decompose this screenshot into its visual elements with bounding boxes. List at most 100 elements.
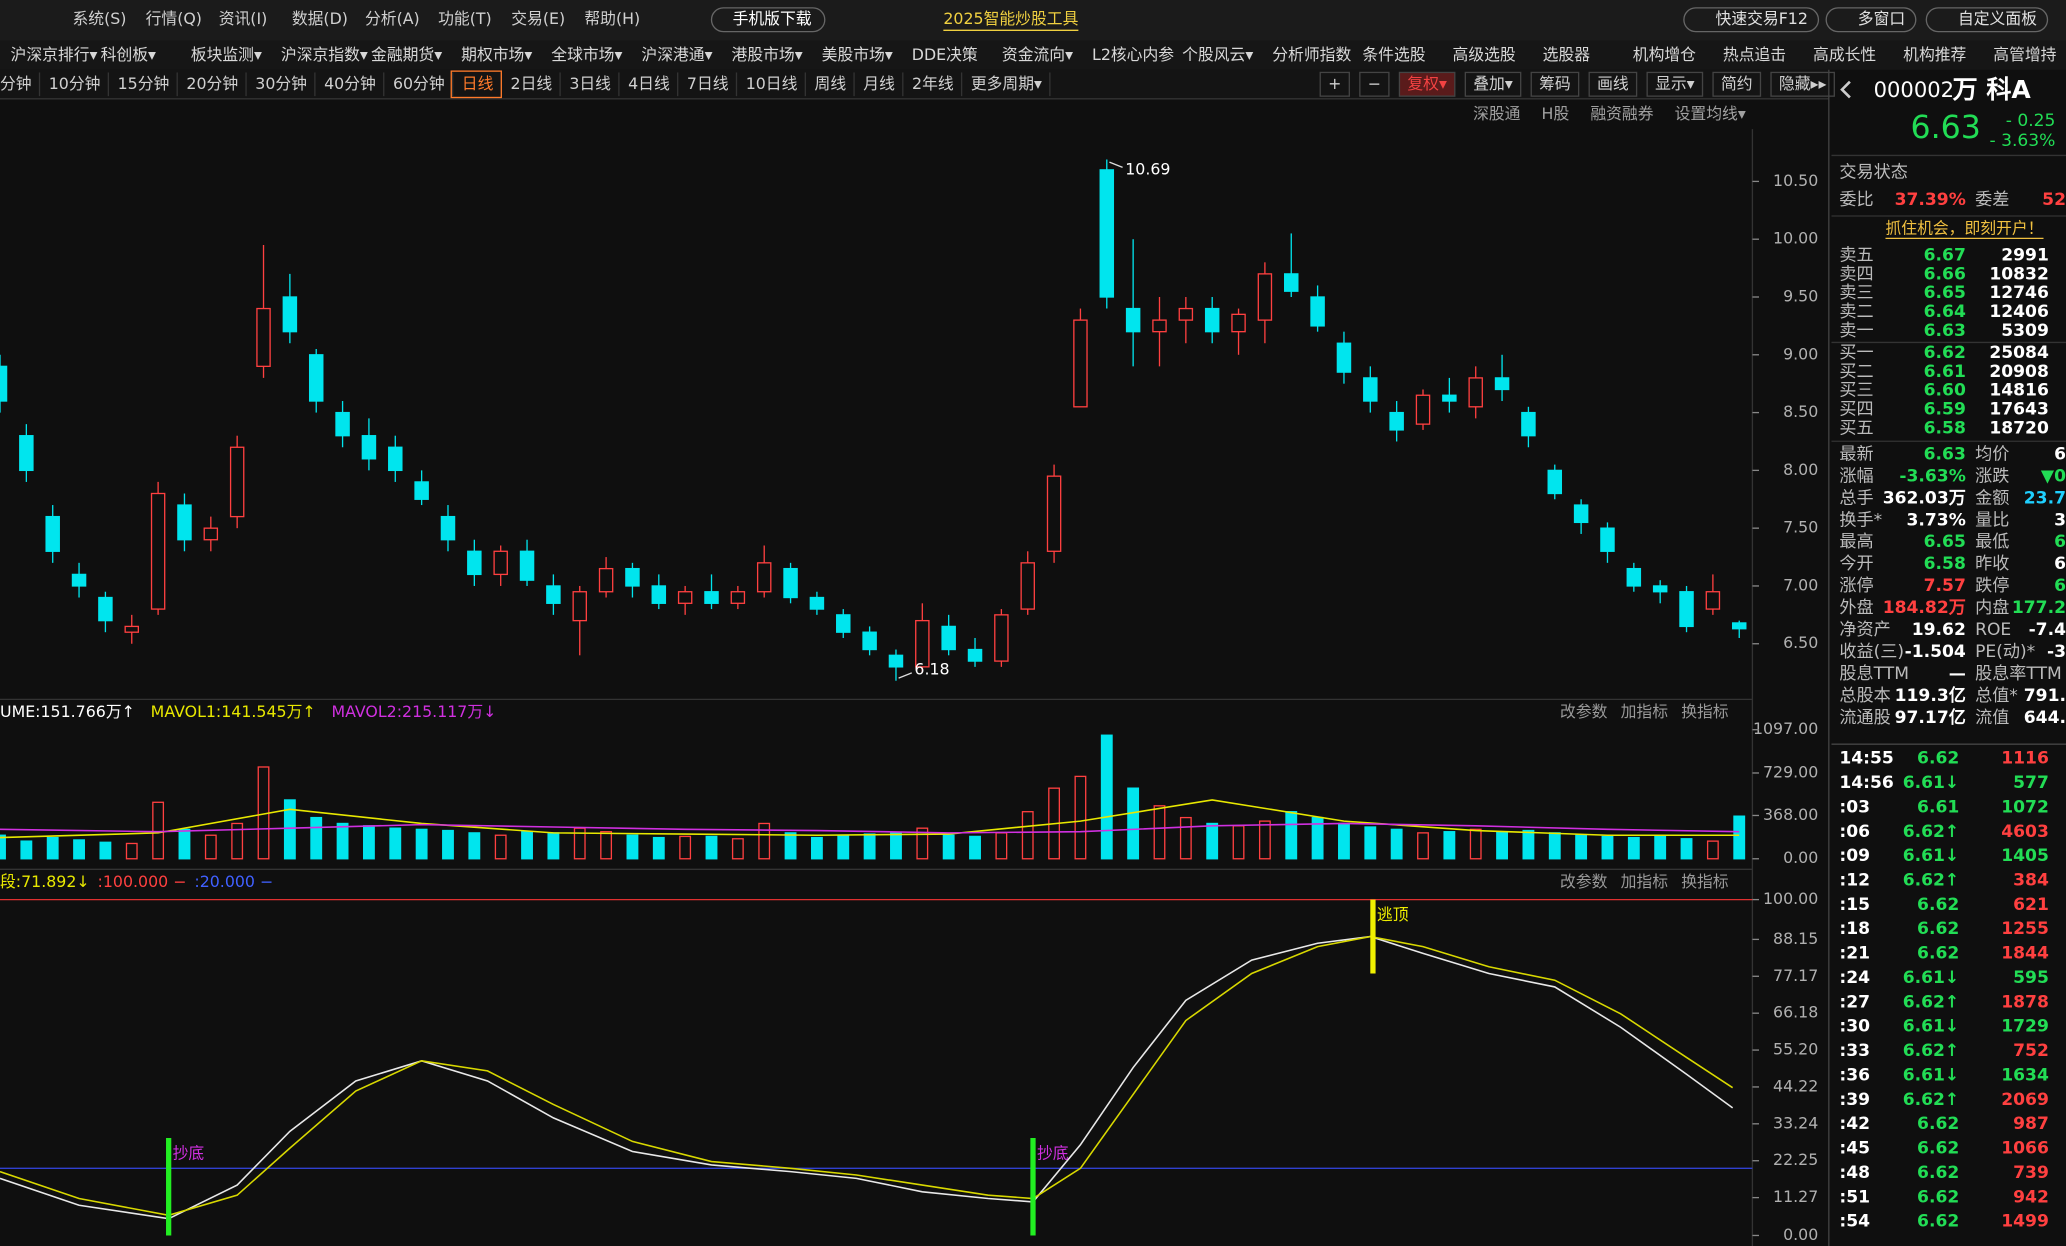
nav-item[interactable]: 分析师指数 [1272, 45, 1351, 64]
chart-link[interactable]: 深股通 [1473, 104, 1521, 123]
tool-button[interactable]: − [1368, 74, 1381, 93]
tick-time: :30 [1839, 1017, 1870, 1037]
nav-item[interactable]: 板块监测▾ [191, 45, 262, 64]
promo-link[interactable]: 抓住机会，即刻开户！ [1885, 219, 2043, 238]
nav-item[interactable]: 资金流向▾ [1002, 45, 1073, 64]
nav-item[interactable]: 全球市场▾ [551, 45, 622, 64]
top-button[interactable]: 手机版下载 [733, 9, 812, 28]
tool-button[interactable]: 简约 [1721, 74, 1753, 93]
nav-item[interactable]: 高管增持 [1993, 45, 2056, 64]
nav-item[interactable]: 美股市场▾ [822, 45, 893, 64]
annotation: 6.18 [914, 660, 949, 679]
stat-value: -1.504 [1905, 642, 1966, 662]
chart-link[interactable]: H股 [1542, 104, 1570, 123]
nav-item[interactable]: 港股市场▾ [732, 45, 803, 64]
stat-value: — [1949, 664, 1966, 684]
order-ratio: 委比 [1839, 190, 1873, 210]
top-right-button[interactable]: 快速交易F12 [1716, 9, 1808, 28]
menu-item[interactable]: 帮助(H) [584, 9, 640, 28]
stat-label: 股息TTM [1839, 664, 1909, 684]
tool-button[interactable]: + [1328, 74, 1341, 93]
period-tab[interactable]: 40分钟 [324, 74, 376, 93]
tool-frame [1588, 71, 1638, 97]
tool-button[interactable]: 隐藏▸▸ [1779, 74, 1827, 93]
period-tab[interactable]: 2日线 [511, 74, 553, 93]
nav-item[interactable]: 金融期货▾ [371, 45, 442, 64]
period-tab[interactable]: 15分钟 [118, 74, 170, 93]
y-tick-label: 9.00 [1783, 344, 1818, 363]
panel-link[interactable]: 加指标 [1621, 702, 1669, 721]
panel-link[interactable]: 换指标 [1681, 872, 1729, 891]
chart-link[interactable]: 融资融券 [1590, 104, 1653, 123]
period-tab[interactable]: 2年线 [912, 74, 954, 93]
stat-label: 净资产 [1839, 620, 1890, 640]
period-tab[interactable]: 月线 [863, 74, 895, 93]
period-tab[interactable]: 周线 [815, 74, 847, 93]
volume-bar [1258, 820, 1271, 860]
stat-label: 均价 [1975, 444, 2009, 464]
period-tab[interactable]: 3日线 [569, 74, 611, 93]
tool-button[interactable]: 画线 [1597, 74, 1629, 93]
y-tick-label: 55.20 [1773, 1040, 1818, 1059]
period-tab[interactable]: 30分钟 [255, 74, 307, 93]
panel-link[interactable]: 换指标 [1681, 702, 1729, 721]
top-button[interactable]: 2025智能炒股工具 [943, 9, 1078, 28]
period-tab[interactable]: 60分钟 [393, 74, 445, 93]
nav-item[interactable]: 个股风云▾ [1182, 45, 1253, 64]
period-tab[interactable]: 20分钟 [186, 74, 238, 93]
tick-time: :36 [1839, 1065, 1870, 1085]
candle-body [546, 585, 561, 604]
nav-item[interactable]: 期权市场▾ [461, 45, 532, 64]
menu-item[interactable]: 功能(T) [438, 9, 492, 28]
tool-button[interactable]: 复权▾ [1407, 74, 1447, 93]
candle-body [282, 296, 298, 333]
volume-bar [916, 827, 929, 860]
tick-volume: 1844 [2001, 944, 2049, 964]
nav-item[interactable]: 机构推荐 [1903, 45, 1966, 64]
panel-link[interactable]: 改参数 [1560, 702, 1608, 721]
candle-body [572, 591, 587, 622]
menu-item[interactable]: 交易(E) [511, 9, 565, 28]
period-tab[interactable]: 10分钟 [49, 74, 101, 93]
top-right-button[interactable]: 多窗口 [1858, 9, 1905, 28]
nav-item[interactable]: 选股器 [1543, 45, 1591, 64]
menu-item[interactable]: 资讯(I) [219, 9, 268, 28]
menu-item[interactable]: 分析(A) [365, 9, 420, 28]
menu-item[interactable]: 行情(Q) [146, 9, 202, 28]
period-tab[interactable]: 分钟 [0, 74, 32, 93]
nav-item[interactable]: DDE决策 [912, 45, 978, 64]
period-tab[interactable]: 日线 [462, 74, 494, 93]
panel-link[interactable]: 改参数 [1560, 872, 1608, 891]
period-tab[interactable]: 更多周期▾ [971, 74, 1042, 93]
period-tab[interactable]: 4日线 [628, 74, 670, 93]
tick-time: 14:56 [1839, 773, 1893, 793]
book-volume: 18720 [1989, 418, 2049, 438]
nav-item[interactable]: 沪深港通▾ [641, 45, 712, 64]
candle-body [1652, 585, 1668, 593]
nav-item[interactable]: 科创板▾ [101, 45, 156, 64]
nav-item[interactable]: 沪深京排行▾ [11, 45, 98, 64]
nav-item[interactable]: 热点追击 [1723, 45, 1786, 64]
nav-item[interactable]: 高级选股 [1453, 45, 1516, 64]
period-tab[interactable]: 10日线 [746, 74, 798, 93]
y-tick-label: 10.00 [1773, 229, 1818, 248]
nav-item[interactable]: 条件选股 [1362, 45, 1425, 64]
menu-item[interactable]: 数据(D) [292, 9, 348, 28]
nav-item[interactable]: 机构增仓 [1633, 45, 1696, 64]
candle-body [335, 411, 350, 437]
tool-button[interactable]: 显示▾ [1655, 74, 1695, 93]
tick-time: :39 [1839, 1090, 1870, 1110]
tool-button[interactable]: 筹码 [1539, 74, 1571, 93]
volume-bar [1285, 811, 1298, 860]
nav-item[interactable]: 高成长性 [1813, 45, 1876, 64]
nav-item[interactable]: L2核心内参 [1092, 45, 1174, 64]
panel-link[interactable]: 加指标 [1621, 872, 1669, 891]
chart-link[interactable]: 设置均线▾ [1675, 104, 1746, 123]
tool-button[interactable]: 叠加▾ [1473, 74, 1513, 93]
book-volume: 12746 [1989, 283, 2049, 303]
nav-item[interactable]: 沪深京指数▾ [281, 45, 368, 64]
stat-label: 内盘 [1975, 598, 2009, 618]
period-tab[interactable]: 7日线 [687, 74, 729, 93]
top-right-button[interactable]: 自定义面板 [1958, 9, 2037, 28]
menu-item[interactable]: 系统(S) [72, 9, 126, 28]
